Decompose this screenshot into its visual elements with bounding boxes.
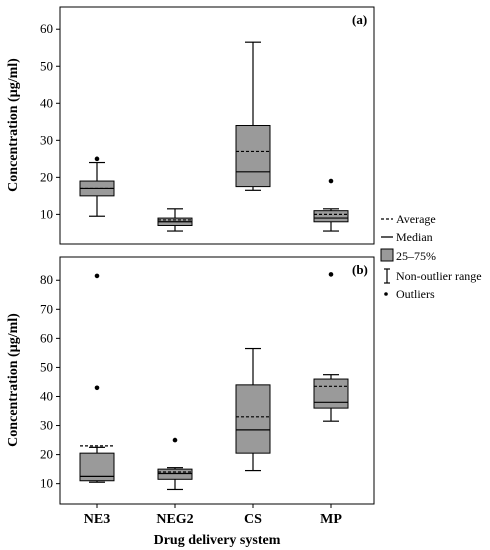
panel-b: (b) 10 20 30 40 50 60 70 80 Concentration (µg/ml)… <box>6 256 375 548</box>
box-cs <box>235 347 271 472</box>
outlier-point <box>94 156 100 162</box>
x-tick-label: MP <box>320 512 342 527</box>
box-ne3 <box>79 273 115 483</box>
y-tick-label: 60 <box>40 21 53 36</box>
y-tick-label: 60 <box>40 330 53 345</box>
panel-label: (a) <box>352 12 367 27</box>
y-tick-label: 20 <box>40 169 53 184</box>
x-tick-label: CS <box>244 512 262 527</box>
outlier-point <box>328 272 334 277</box>
legend-label-average: Average <box>396 212 436 226</box>
box-neg2 <box>157 208 193 232</box>
x-tick-label: NEG2 <box>156 512 193 527</box>
x-tick-label: NE3 <box>84 512 110 527</box>
outlier-point <box>94 385 100 391</box>
y-tick-label: 10 <box>40 206 53 221</box>
y-axis-label: Concentration (µg/ml) <box>6 58 21 192</box>
box-neg2 <box>157 437 193 491</box>
panel-label: (b) <box>352 262 368 277</box>
y-tick-label: 50 <box>40 58 53 73</box>
iqr-box <box>313 378 349 409</box>
box-mp <box>313 178 349 232</box>
legend-label-median: Median <box>396 230 433 244</box>
iqr-box <box>235 125 271 188</box>
legend-label-iqr: 25–75% <box>396 249 436 263</box>
legend: Average Median 25–75% Non-outlier range Outl… <box>380 212 482 301</box>
panel-a: (a) 10 20 30 40 50 60 Concentration (µg/ml) <box>6 6 375 245</box>
legend-label-range: Non-outlier range <box>396 269 482 283</box>
plot-frame <box>59 6 375 245</box>
plot-frame <box>59 256 375 505</box>
y-tick-label: 10 <box>40 476 53 491</box>
iqr-box <box>313 210 349 223</box>
legend-iqr-swatch <box>380 248 394 262</box>
x-axis-label: Drug delivery system <box>154 533 281 548</box>
y-axis-label: Concentration (µg/ml) <box>6 313 21 447</box>
outlier-point <box>172 437 178 443</box>
outlier-point <box>94 273 100 279</box>
y-tick-label: 50 <box>40 359 53 374</box>
y-tick-label: 70 <box>40 301 53 316</box>
iqr-box <box>235 384 271 454</box>
box-cs <box>235 41 271 191</box>
y-tick-label: 30 <box>40 132 53 147</box>
legend-label-outliers: Outliers <box>396 287 435 301</box>
y-tick-label: 80 <box>40 272 53 287</box>
y-tick-label: 30 <box>40 418 53 433</box>
legend-outlier-swatch <box>384 292 388 296</box>
y-tick-label: 20 <box>40 447 53 462</box>
box-ne3 <box>79 156 115 217</box>
box-mp <box>313 272 349 422</box>
y-tick-label: 40 <box>40 95 53 110</box>
y-tick-label: 40 <box>40 388 53 403</box>
iqr-box <box>157 468 193 480</box>
outlier-point <box>328 178 334 184</box>
